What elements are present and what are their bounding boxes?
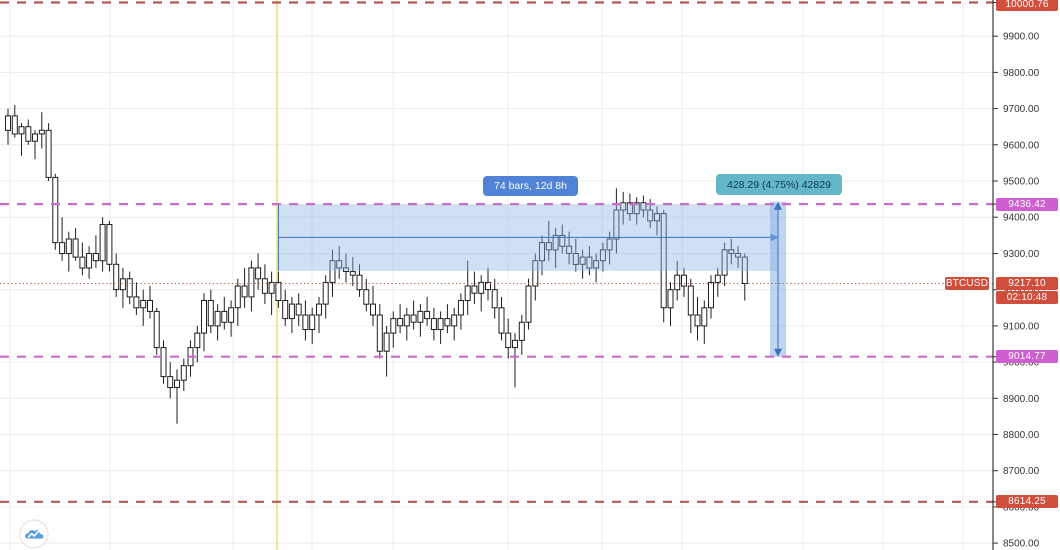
price-axis[interactable]: [993, 0, 1060, 550]
price-level-badge: 10000.76: [996, 0, 1058, 11]
svg-text:9900.00: 9900.00: [1003, 32, 1040, 43]
svg-text:8800.00: 8800.00: [1003, 430, 1040, 441]
svg-text:9700.00: 9700.00: [1003, 104, 1040, 115]
candles: [5, 105, 748, 424]
price-axis-scale[interactable]: 9900.00 9800.00 9700.00 9600.00 9500.00 9400.…: [992, 0, 1040, 550]
price-range-measure-label[interactable]: 428.29 (4.75%) 42829: [716, 174, 842, 195]
svg-text:8900.00: 8900.00: [1003, 394, 1040, 405]
date-range-tool[interactable]: [277, 204, 779, 271]
price-range-tool[interactable]: [770, 201, 786, 357]
date-range-measure-label[interactable]: 74 bars, 12d 8h: [483, 176, 578, 196]
svg-text:8700.00: 8700.00: [1003, 466, 1040, 477]
svg-text:9400.00: 9400.00: [1003, 213, 1040, 224]
symbol-badge: BTCUSD: [945, 276, 989, 290]
tradingview-logo[interactable]: [18, 518, 50, 550]
svg-text:9000.00: 9000.00: [1003, 358, 1040, 369]
last-price-badge: 9217.10: [996, 276, 1058, 290]
price-level-lines[interactable]: [0, 1, 993, 503]
svg-text:8500.00: 8500.00: [1003, 539, 1040, 550]
svg-text:9200.00: 9200.00: [1003, 285, 1040, 296]
price-level-badge: 8614.25: [996, 495, 1058, 509]
grid: [0, 0, 993, 550]
up-arrow-icon: [774, 201, 782, 210]
price-level-badge: 9436.42: [996, 197, 1058, 211]
svg-text:9800.00: 9800.00: [1003, 68, 1040, 79]
svg-text:9600.00: 9600.00: [1003, 140, 1040, 151]
svg-text:9500.00: 9500.00: [1003, 177, 1040, 188]
price-level-badge: 9014.77: [996, 350, 1058, 364]
down-arrow-icon: [774, 348, 782, 357]
svg-text:9100.00: 9100.00: [1003, 321, 1040, 332]
bar-countdown-badge: 02:10:48: [996, 291, 1058, 305]
svg-text:9300.00: 9300.00: [1003, 249, 1040, 260]
